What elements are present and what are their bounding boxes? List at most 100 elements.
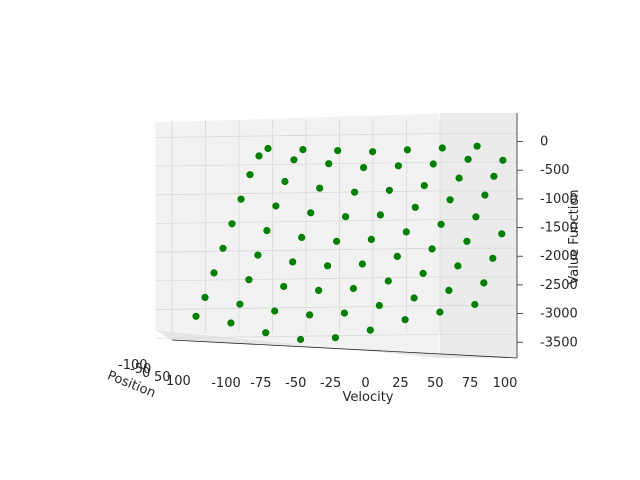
data-point (393, 252, 401, 260)
data-point (376, 211, 384, 219)
data-point (489, 254, 497, 262)
data-point (401, 316, 409, 324)
data-point (272, 202, 280, 210)
data-point (315, 286, 323, 294)
data-point (375, 301, 383, 310)
z-tick-label: -500 (540, 163, 570, 178)
data-point (446, 196, 454, 204)
data-point (367, 235, 375, 243)
data-point (349, 284, 357, 293)
data-point (299, 146, 307, 154)
data-point (290, 156, 298, 164)
grid-line-z (154, 133, 441, 138)
data-point (473, 142, 481, 150)
data-point (227, 319, 235, 327)
data-point (334, 147, 342, 155)
data-point (262, 329, 270, 337)
data-point (280, 282, 288, 291)
x-tick-label: 0 (361, 376, 369, 391)
data-point (463, 237, 471, 245)
x-axis-line (171, 339, 518, 359)
data-point (394, 162, 402, 170)
data-point (455, 174, 463, 182)
data-point (298, 233, 306, 241)
z-tick-label: -1000 (540, 192, 578, 207)
x-tick-label: -50 (285, 376, 306, 391)
data-point (358, 260, 366, 268)
data-point (297, 335, 305, 344)
data-point (499, 156, 507, 164)
data-point (438, 144, 446, 152)
data-point (490, 172, 498, 180)
x-tick-label: -25 (320, 376, 341, 391)
data-point (210, 269, 218, 277)
data-point (369, 148, 377, 156)
x-tick-label: -75 (250, 376, 271, 391)
data-point (324, 262, 332, 270)
grid-line-z (154, 161, 441, 167)
data-point (307, 209, 315, 217)
data-point (480, 279, 488, 287)
z-axis-ticks: 0 -500 -1000 -1500 -2000 -2500 -3000 -3500 (516, 113, 578, 358)
data-point (481, 191, 489, 199)
y-tick-label: -50 (130, 362, 151, 377)
data-point (289, 258, 297, 266)
data-point (236, 300, 244, 308)
data-point (464, 155, 472, 163)
x-tick-label: 75 (462, 376, 479, 391)
data-point (420, 182, 428, 190)
data-point (445, 286, 453, 294)
data-point (237, 195, 245, 203)
data-point (333, 237, 341, 245)
data-point (342, 213, 350, 221)
data-point (246, 171, 254, 179)
grid-line-z (154, 247, 441, 253)
data-point (437, 220, 445, 228)
data-point (219, 244, 227, 252)
data-point (201, 293, 209, 301)
y-tick-label: 50 (154, 370, 171, 385)
data-point (325, 160, 333, 168)
data-point (306, 311, 314, 319)
data-point (419, 269, 427, 277)
data-point (351, 188, 359, 196)
z-tick-label: -3000 (540, 307, 578, 322)
z-tick-label: -2500 (540, 278, 578, 293)
data-point (410, 294, 418, 302)
x-tick-label: 25 (392, 376, 409, 391)
data-point (385, 186, 393, 194)
data-point (366, 326, 374, 334)
z-axis-label: Value Function (567, 189, 582, 284)
data-point (471, 300, 479, 309)
data-point (271, 307, 279, 315)
data-point (228, 220, 236, 228)
data-point (384, 277, 392, 285)
side-pane (440, 113, 517, 358)
data-point (263, 227, 271, 235)
data-point (281, 177, 289, 186)
grid-line-z (154, 219, 441, 224)
data-point (254, 251, 262, 259)
grid-line-z (154, 276, 441, 282)
z-tick-label: -2000 (540, 249, 578, 264)
data-point (331, 334, 339, 342)
x-tick-label: 100 (493, 376, 518, 391)
data-point (429, 160, 437, 168)
y-tick-label: -100 (118, 358, 148, 373)
z-tick-label: 0 (540, 134, 548, 149)
data-point (264, 144, 272, 153)
data-point (402, 228, 410, 236)
data-point (340, 309, 348, 317)
data-point (411, 203, 419, 211)
data-point (498, 230, 506, 238)
data-point (192, 312, 200, 320)
x-tick-label: 50 (427, 376, 444, 391)
x-axis-label: Velocity (343, 390, 394, 405)
data-point (360, 164, 368, 172)
data-point (454, 262, 462, 270)
z-tick-label: -1500 (540, 221, 578, 236)
grid-line-z (154, 305, 441, 310)
data-point (472, 213, 480, 221)
